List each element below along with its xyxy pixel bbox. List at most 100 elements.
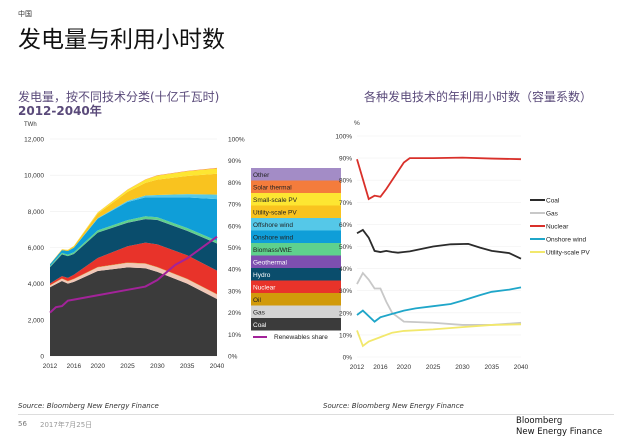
y-tick-label: 20% (339, 310, 352, 317)
legend-swatch (251, 305, 341, 318)
source-right: Source: Bloomberg New Energy Finance (323, 402, 464, 410)
bnef-logo: Bloomberg New Energy Finance (516, 416, 602, 438)
x-tick-label: 2035 (180, 363, 195, 370)
x-tick-label: 2040 (514, 364, 529, 371)
y-tick-label: 0 (40, 354, 44, 361)
legend-label: Offshore wind (253, 222, 293, 229)
line-gas (356, 271, 522, 326)
area-utility-scale-pv (50, 173, 217, 265)
area-onshore-wind (50, 197, 217, 267)
line-coal (356, 228, 522, 260)
footer-divider (18, 414, 614, 415)
legend-label: Small-scale PV (253, 197, 298, 204)
logo-line1: Bloomberg (516, 416, 563, 426)
legend-label: Nuclear (546, 224, 569, 231)
y2-tick-label: 20% (228, 310, 241, 317)
y-tick-label: 6,000 (28, 245, 45, 252)
legend-swatch (251, 280, 341, 293)
y2-tick-label: 50% (228, 245, 241, 252)
legend-swatch (251, 230, 341, 243)
area-coal (50, 267, 217, 356)
y-tick-label: 70% (339, 200, 352, 207)
legend-swatch (251, 168, 341, 181)
x-tick-label: 2012 (43, 363, 58, 370)
legend-label: Onshore wind (546, 237, 586, 244)
y-tick-label: 12,000 (24, 137, 44, 144)
legend-label: Utility-scale PV (546, 250, 590, 257)
y-tick-label: 50% (339, 244, 352, 251)
legend-label: Gas (546, 211, 559, 218)
source-left: Source: Bloomberg New Energy Finance (18, 402, 159, 410)
y2-tick-label: 10% (228, 332, 241, 339)
x-tick-label: 2025 (426, 364, 441, 371)
x-tick-label: 2020 (90, 363, 105, 370)
legend-label: Other (253, 172, 270, 179)
footer-date: 2017年7月25日 (40, 421, 93, 429)
x-tick-label: 2016 (67, 363, 82, 370)
y-tick-label: 30% (339, 288, 352, 295)
region-label: 中国 (18, 10, 32, 18)
y2-tick-label: 30% (228, 288, 241, 295)
legend-swatch (251, 180, 341, 193)
area-gas (50, 262, 217, 300)
area-nuclear (50, 242, 217, 295)
legend-swatch (251, 243, 341, 256)
x-tick-label: 2040 (210, 363, 225, 370)
legend-label: Geothermal (253, 260, 288, 267)
y-tick-label: 80% (339, 178, 352, 185)
y-tick-label: 100% (335, 134, 352, 141)
legend-label: Solar thermal (253, 185, 292, 192)
x-tick-label: 2030 (455, 364, 470, 371)
page-number: 56 (18, 420, 27, 428)
y2-tick-label: 40% (228, 267, 241, 274)
legend-label: Onshore wind (253, 235, 293, 242)
legend-swatch (251, 318, 341, 331)
legend-swatch (251, 218, 341, 231)
legend-label: Utility-scale PV (253, 210, 297, 217)
left-chart-title: 发电量，按不同技术分类(十亿千瓦时) (18, 90, 220, 104)
line-utility-scale-pv (356, 323, 522, 348)
y-tick-label: 8,000 (28, 209, 45, 216)
y2-tick-label: 70% (228, 202, 241, 209)
x-tick-label: 2016 (373, 364, 388, 371)
y-tick-label: 10,000 (24, 173, 44, 180)
legend-label: Coal (546, 198, 560, 205)
y2-tick-label: 90% (228, 158, 241, 165)
legend-swatch (251, 255, 341, 268)
legend-label: Coal (253, 322, 267, 329)
left-chart-subtitle: 2012-2040年 (18, 104, 102, 118)
y-tick-label: 40% (339, 266, 352, 273)
page-title: 发电量与利用小时数 (18, 27, 225, 53)
area-small-scale-pv (50, 168, 217, 265)
legend-label: Nuclear (253, 285, 276, 292)
legend-label: Hydro (253, 272, 271, 279)
legend-label: Renewables share (274, 334, 328, 341)
area-hydro (50, 219, 217, 284)
legend-label: Oil (253, 297, 262, 304)
legend-swatch (251, 205, 341, 218)
y-tick-label: 60% (339, 222, 352, 229)
y-axis-label: TWh (24, 122, 37, 128)
y-tick-label: 4,000 (28, 281, 45, 288)
x-tick-label: 2030 (150, 363, 165, 370)
y-tick-label: 2,000 (28, 317, 45, 324)
y2-tick-label: 80% (228, 180, 241, 187)
line-onshore-wind (356, 286, 522, 323)
x-tick-label: 2020 (397, 364, 412, 371)
legend-swatch (251, 268, 341, 281)
x-tick-label: 2035 (484, 364, 499, 371)
line-nuclear (356, 156, 522, 201)
y-tick-label: 90% (339, 156, 352, 163)
legend-label: Biomass/WtE (253, 247, 293, 254)
y-tick-label: 0% (343, 355, 353, 362)
x-tick-label: 2025 (120, 363, 135, 370)
legend-swatch (251, 193, 341, 206)
right-chart-title: 各种发电技术的年利用小时数（容量系数） (364, 90, 593, 104)
legend-label: Gas (253, 310, 266, 317)
renewables-share-line (49, 235, 218, 314)
y2-tick-label: 100% (228, 137, 245, 144)
y-tick-label: 10% (339, 332, 352, 339)
x-tick-label: 2012 (350, 364, 365, 371)
